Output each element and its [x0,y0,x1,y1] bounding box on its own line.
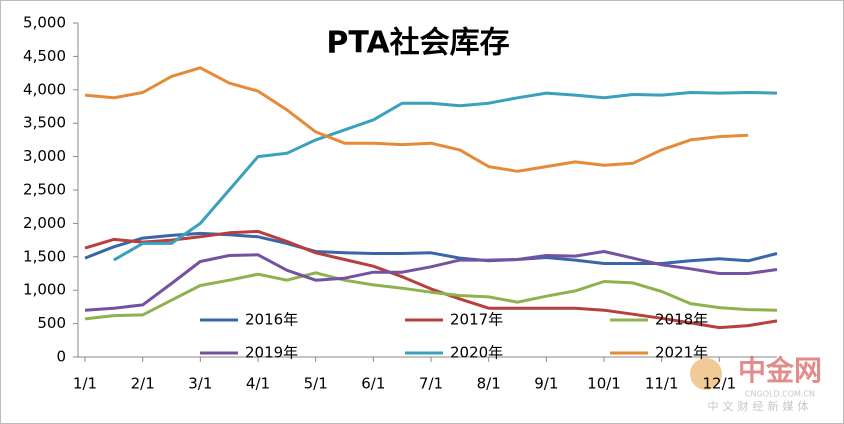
watermark-logo [690,358,722,390]
x-tick-label: 1/1 [73,375,97,393]
x-tick-label: 12/1 [702,375,736,393]
series-line [84,66,749,173]
watermark: 中金网 CNGOLD.COM.CN 中文财经新媒体 [690,354,822,413]
x-tick-label: 9/1 [534,375,558,393]
y-tick-label: 2,000 [23,214,66,232]
x-tick-label: 4/1 [246,375,270,393]
x-tick-label: 2/1 [131,375,155,393]
y-tick-label: 2,500 [23,181,66,199]
x-tick-label: 7/1 [419,375,443,393]
y-tick-label: 4,500 [23,47,66,65]
legend-label: 2021年 [655,344,708,362]
watermark-domain: CNGOLD.COM.CN [745,390,815,399]
series-line [84,229,778,330]
y-tick-label: 500 [37,314,66,332]
y-tick-label: 4,000 [23,80,66,98]
x-tick-label: 10/1 [587,375,621,393]
y-tick-label: 3,000 [23,147,66,165]
y-tick-label: 1,000 [23,281,66,299]
y-tick-label: 3,500 [23,114,66,132]
series-line [113,91,778,262]
y-tick-label: 0 [56,348,66,366]
x-tick-label: 5/1 [304,375,328,393]
y-tick-label: 5,000 [23,14,66,32]
watermark-brand: 中金网 [738,354,822,387]
x-tick-label: 8/1 [477,375,501,393]
series-line [84,250,778,312]
legend-label: 2016年 [245,311,298,329]
x-tick-label: 3/1 [188,375,212,393]
x-tick-label: 6/1 [361,375,385,393]
x-tick-label: 11/1 [645,375,679,393]
legend-label: 2020年 [450,344,503,362]
legend-label: 2019年 [245,344,298,362]
y-tick-label: 1,500 [23,247,66,265]
chart-title: PTA社会库存 [326,26,509,61]
legend-label: 2017年 [450,311,503,329]
series-line [84,271,778,321]
legend-label: 2018年 [655,311,708,329]
watermark-slogan: 中文财经新媒体 [708,399,813,413]
